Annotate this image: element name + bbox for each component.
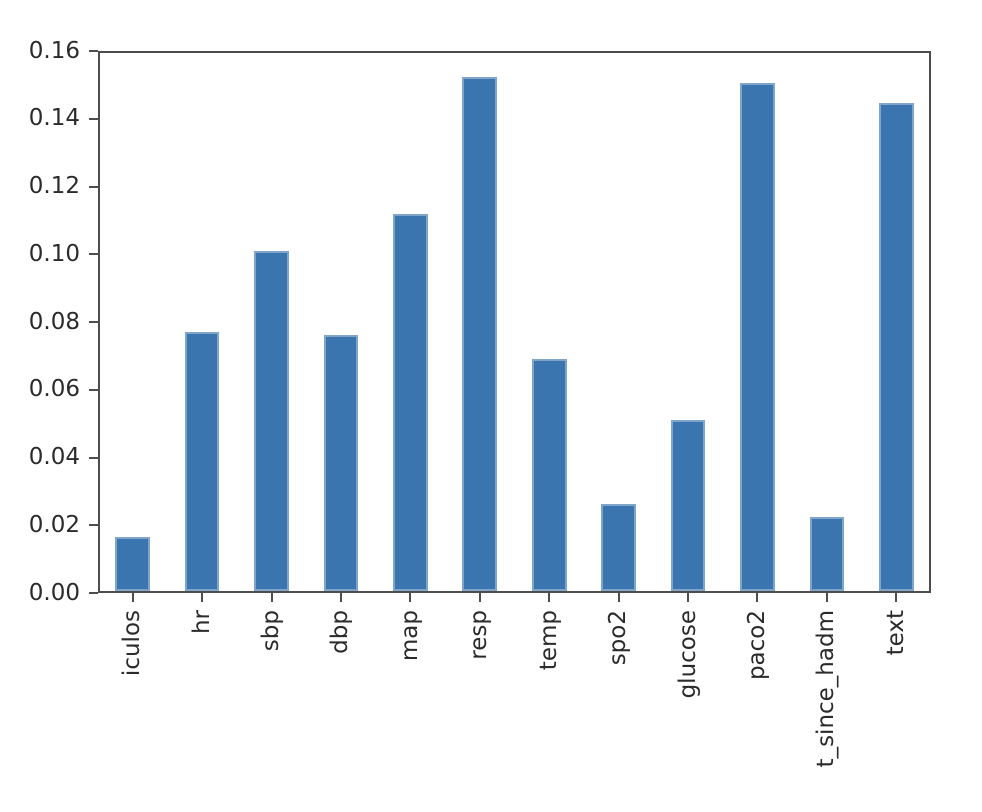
bar-sbp [254, 251, 289, 591]
x-tick-mark [756, 593, 759, 602]
x-tick-mark [131, 593, 134, 602]
bar-hr [184, 332, 220, 591]
bar-resp [462, 76, 498, 591]
y-tick-label: 0.04 [28, 444, 80, 470]
x-tick-mark [825, 593, 828, 602]
x-tick-label-resp: resp [466, 610, 493, 660]
bar-paco2 [740, 83, 775, 591]
y-tick-mark [89, 388, 98, 391]
x-tick-mark [617, 593, 620, 602]
x-tick-mark [548, 593, 551, 602]
x-tick-mark [687, 593, 690, 602]
x-tick-label-map: map [396, 610, 423, 662]
x-tick-mark [201, 593, 204, 602]
x-tick-mark [270, 593, 273, 602]
x-tick-label-hr: hr [188, 610, 215, 635]
y-tick-mark [89, 50, 98, 52]
x-tick-label-t_since_hadm: t_since_hadm [813, 610, 840, 768]
x-tick-label-spo2: spo2 [605, 610, 632, 666]
x-tick-label-temp: temp [535, 610, 562, 671]
x-tick-mark [895, 593, 898, 602]
y-tick-mark [89, 592, 98, 594]
y-tick-label: 0.00 [28, 579, 80, 606]
y-tick-label: 0.16 [28, 37, 80, 64]
plot-area [98, 51, 931, 593]
bar-glucose [670, 419, 706, 591]
bar-iculos [115, 537, 151, 591]
bar-temp [531, 359, 567, 591]
y-tick-label: 0.02 [28, 511, 80, 538]
y-tick-label: 0.12 [28, 173, 80, 199]
x-tick-mark [339, 593, 342, 602]
x-tick-label-glucose: glucose [674, 610, 701, 699]
y-tick-mark [89, 185, 98, 188]
x-tick-label-dbp: dbp [327, 610, 354, 654]
x-tick-label-iculos: iculos [119, 610, 146, 677]
y-tick-mark [89, 253, 98, 256]
y-tick-label: 0.14 [28, 105, 80, 132]
y-tick-label: 0.10 [28, 240, 80, 267]
bar-t_since_hadm [809, 517, 845, 591]
bar-map [393, 214, 428, 591]
y-tick-mark [89, 456, 98, 459]
y-tick-label: 0.08 [28, 308, 80, 335]
y-tick-mark [89, 524, 98, 527]
y-tick-mark [89, 321, 98, 323]
bar-spo2 [601, 503, 636, 591]
x-tick-label-sbp: sbp [258, 610, 285, 652]
bar-text [878, 103, 914, 591]
x-tick-mark [409, 593, 412, 602]
x-tick-label-text: text [882, 610, 909, 656]
y-tick-mark [89, 117, 98, 120]
bar-dbp [323, 335, 359, 591]
x-tick-label-paco2: paco2 [743, 610, 770, 681]
y-tick-label: 0.06 [28, 376, 80, 403]
x-tick-mark [478, 593, 481, 602]
